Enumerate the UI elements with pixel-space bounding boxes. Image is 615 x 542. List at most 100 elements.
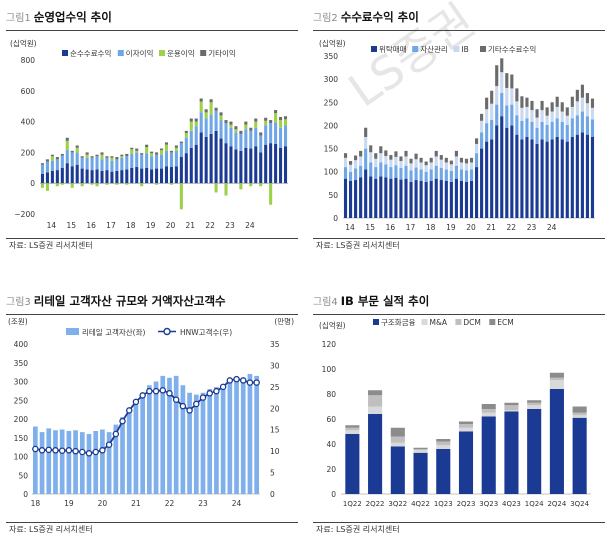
- bar-segment: [269, 120, 273, 124]
- bar-segment: [570, 106, 574, 119]
- bar-segment: [490, 139, 494, 218]
- bar-segment: [495, 65, 499, 87]
- bar-segment: [394, 165, 398, 178]
- bar-segment: [454, 150, 458, 157]
- bar-segment: [135, 150, 139, 153]
- bar-segment: [390, 436, 405, 443]
- bar-segment: [590, 119, 595, 137]
- bar-segment: [70, 150, 74, 153]
- hnw-point: [92, 448, 99, 456]
- bar-segment: [95, 169, 99, 184]
- bar-segment: [283, 125, 288, 147]
- bar-segment: [219, 115, 223, 121]
- bar: [167, 377, 172, 494]
- bar-segment: [364, 148, 368, 170]
- bar: [93, 431, 99, 494]
- hnw-point: [85, 450, 93, 457]
- bar-segment: [169, 183, 173, 185]
- bar-segment: [389, 159, 393, 168]
- legend-swatch: [421, 319, 428, 325]
- bar-segment: [345, 430, 360, 434]
- bar-segment: [343, 157, 348, 168]
- bar-segment: [140, 153, 144, 155]
- bar: [193, 394, 199, 494]
- bar-segment: [585, 116, 590, 135]
- bar-segment: [279, 116, 283, 121]
- y-tick-label: 300: [14, 378, 29, 387]
- legend-label: 자산관리: [420, 44, 448, 54]
- bar-segment: [60, 155, 64, 168]
- bar-segment: [264, 117, 268, 121]
- bar-segment: [549, 380, 564, 389]
- x-tick-label: 23: [198, 499, 208, 508]
- hnw-point: [105, 441, 113, 448]
- bar-segment: [179, 157, 183, 184]
- y-axis-unit: (십억원): [319, 39, 346, 48]
- bar-segment: [45, 159, 49, 162]
- bar-segment: [343, 178, 348, 218]
- bar-segment: [125, 183, 129, 185]
- bar-segment: [174, 166, 178, 184]
- bar-segment: [85, 154, 89, 158]
- bar-segment: [150, 156, 154, 170]
- chart-title-1: 그림1 순영업수익 추이: [6, 10, 112, 24]
- bar-segment: [274, 110, 278, 114]
- bar-segment: [239, 133, 243, 151]
- bar-segment: [384, 164, 388, 178]
- legend-marker: [163, 327, 171, 336]
- hnw-point: [159, 387, 167, 394]
- bar-segment: [527, 405, 542, 409]
- y-tick-label: 80: [326, 390, 336, 399]
- y-tick-label: 400: [21, 118, 36, 127]
- bar-segment: [550, 102, 554, 112]
- y-tick-label: 100: [324, 168, 339, 177]
- y-tick-label: −200: [14, 210, 35, 219]
- bar-segment: [115, 159, 119, 171]
- bar-segment: [429, 157, 433, 163]
- bar-segment: [135, 152, 139, 168]
- bar-segment: [379, 162, 383, 177]
- bar-segment: [269, 143, 273, 184]
- bar-segment: [434, 178, 438, 218]
- bar-segment: [155, 168, 159, 184]
- bar-segment: [368, 390, 383, 396]
- bar: [106, 432, 112, 494]
- bar-segment: [540, 100, 544, 111]
- bar-segment: [399, 168, 403, 180]
- bar-segment: [505, 105, 509, 128]
- bar-segment: [145, 147, 149, 154]
- bar-segment: [444, 169, 448, 181]
- x-tick-label: 22: [507, 223, 517, 232]
- bar-segment: [490, 103, 494, 120]
- bar-segment: [490, 90, 494, 104]
- bar-segment: [115, 157, 119, 160]
- bar-segment: [199, 112, 203, 133]
- bar-segment: [414, 167, 418, 181]
- hnw-point: [58, 447, 66, 454]
- bar-segment: [458, 421, 474, 424]
- bar-segment: [505, 73, 509, 88]
- bar-segment: [390, 446, 405, 494]
- y-right-tick-label: 10: [270, 447, 280, 456]
- bar-segment: [570, 118, 574, 137]
- bar-segment: [254, 146, 258, 184]
- bar-segment: [485, 97, 489, 110]
- bar-segment: [40, 164, 45, 174]
- y-axis-unit: (십억원): [10, 39, 37, 48]
- bar-segment: [369, 152, 373, 163]
- chart-title-3: 그림3 리테일 고객자산 규모와 거액자산고객수: [6, 294, 226, 308]
- bar-segment: [458, 427, 474, 432]
- bar-segment: [414, 159, 418, 168]
- bar-segment: [458, 431, 474, 494]
- bar-segment: [449, 160, 453, 165]
- bar-segment: [234, 129, 238, 133]
- bar-segment: [419, 169, 423, 181]
- hnw-point: [99, 447, 106, 454]
- bar-segment: [585, 134, 590, 218]
- bar: [79, 432, 85, 494]
- bar-segment: [550, 121, 554, 140]
- bar-segment: [364, 137, 368, 149]
- bar-segment: [105, 156, 109, 158]
- hnw-point: [199, 394, 207, 401]
- x-tick-label: 20: [466, 223, 476, 232]
